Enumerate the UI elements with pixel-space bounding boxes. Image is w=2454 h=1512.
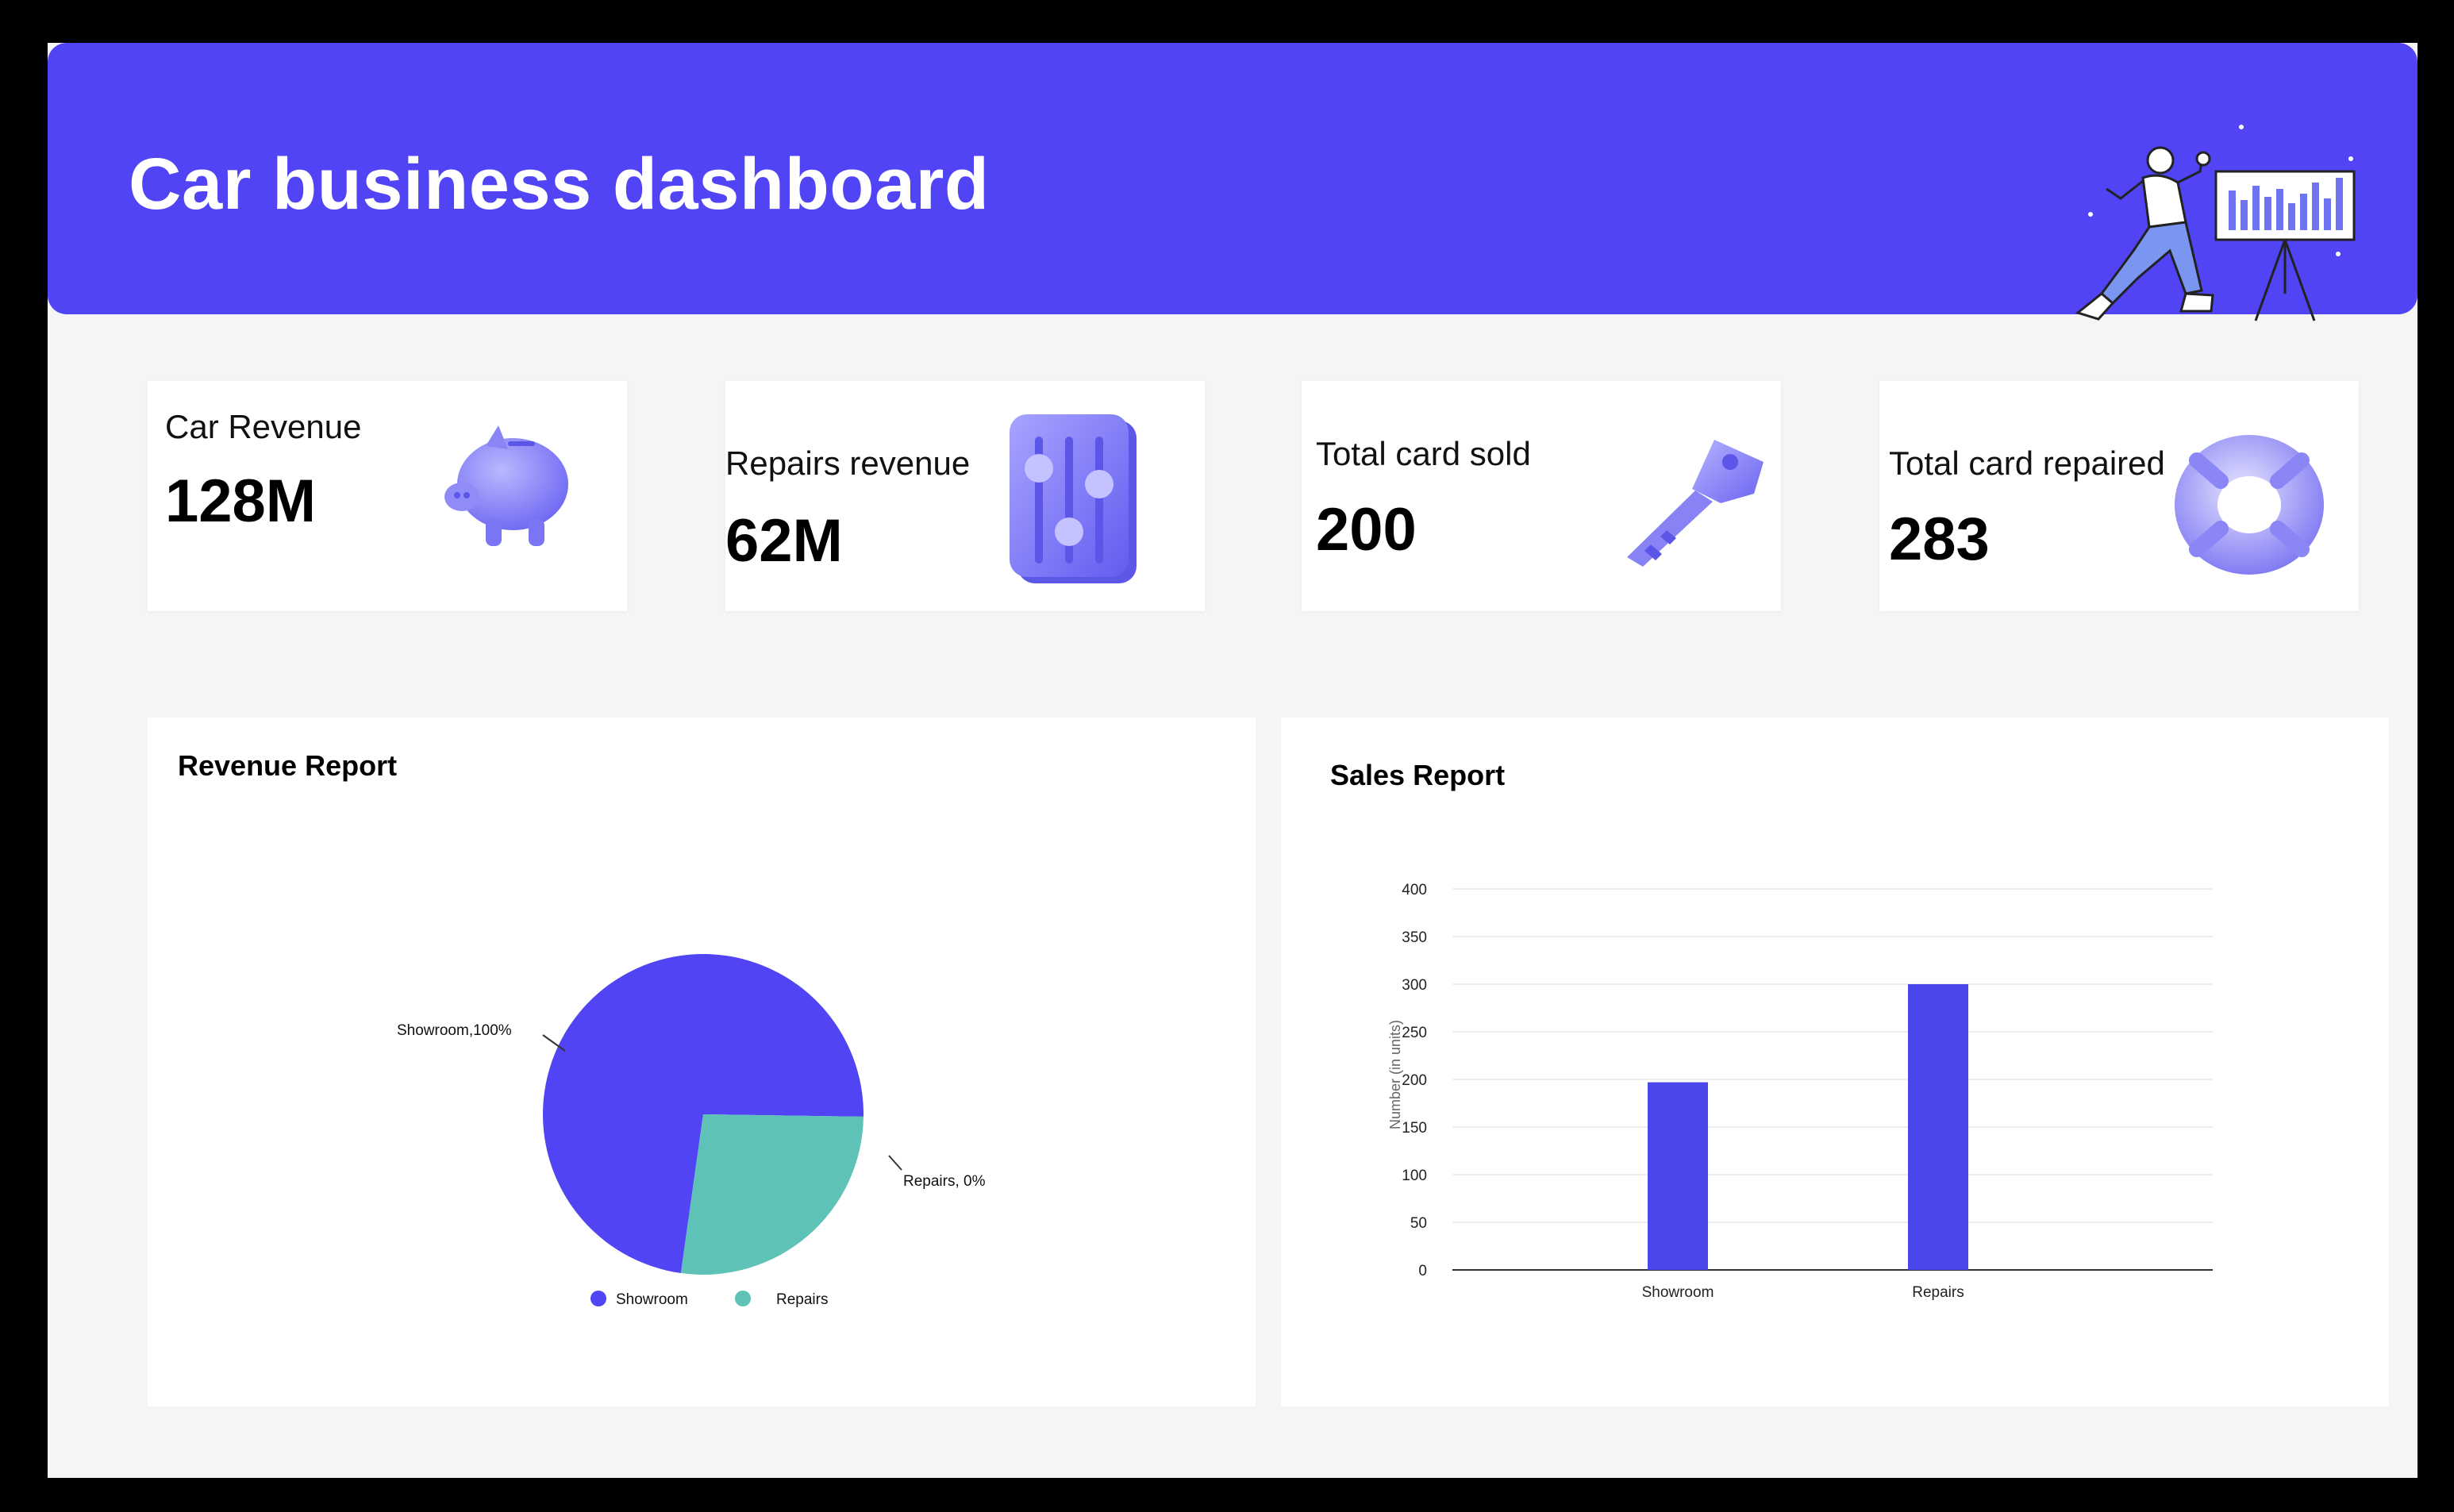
kpi-card-total-cars-repaired: Total card repaired 283 <box>1879 381 2359 611</box>
legend-swatch-showroom <box>590 1291 606 1306</box>
y-tick-label: 200 <box>1402 1072 1427 1089</box>
lifebuoy-icon <box>2175 435 2324 575</box>
y-tick-label: 400 <box>1402 882 1427 898</box>
bar-showroom[interactable] <box>1648 1082 1708 1270</box>
panel-title: Sales Report <box>1330 759 1506 791</box>
presenter-illustration <box>2075 125 2356 321</box>
revenue-pie-chart: Showroom,100% Repairs, 0% Showroom Repai… <box>397 954 986 1308</box>
kpi-value: 62M <box>725 507 843 575</box>
y-axis-label: Number (in units) <box>1387 1020 1403 1129</box>
kpi-value: 128M <box>165 467 317 535</box>
y-tick-label: 300 <box>1402 977 1427 994</box>
x-tick-label: Showroom <box>1642 1284 1714 1301</box>
panel-title: Revenue Report <box>178 749 398 782</box>
header-banner: Car business dashboard <box>48 43 2417 321</box>
kpi-card-car-revenue: Car Revenue 128M <box>148 381 627 611</box>
sales-report-panel: Sales Report 0 50 100 150 200 250 300 350 400 Sh… <box>1281 718 2389 1406</box>
kpi-card-total-cars-sold: Total card sold 200 <box>1302 381 1781 611</box>
legend-item-showroom[interactable]: Showroom <box>616 1291 688 1308</box>
legend-item-repairs[interactable]: Repairs <box>776 1291 828 1308</box>
y-tick-label: 50 <box>1410 1215 1427 1232</box>
page-title: Car business dashboard <box>129 144 990 225</box>
pie-slice-repairs[interactable] <box>680 1114 864 1275</box>
y-tick-label: 150 <box>1402 1120 1427 1137</box>
sliders-icon <box>1010 414 1137 583</box>
bar-repairs[interactable] <box>1908 984 1968 1270</box>
kpi-card-repairs-revenue: Repairs revenue 62M <box>725 381 1205 611</box>
kpi-label: Total card sold <box>1316 435 1531 472</box>
pie-slice-showroom[interactable] <box>543 954 864 1274</box>
legend-swatch-repairs <box>735 1291 751 1306</box>
pie-label-showroom: Showroom,100% <box>397 1022 512 1039</box>
y-tick-label: 250 <box>1402 1025 1427 1041</box>
kpi-label: Repairs revenue <box>725 444 971 482</box>
kpi-label: Total card repaired <box>1889 444 2165 482</box>
piggy-bank-icon <box>444 425 568 546</box>
pie-label-repairs: Repairs, 0% <box>903 1173 986 1190</box>
dashboard-screen: Car business dashboard <box>48 43 2417 1478</box>
kpi-value: 283 <box>1889 506 1990 573</box>
sales-bar-chart: 0 50 100 150 200 250 300 350 400 Showroom Repairs… <box>1387 882 2213 1301</box>
revenue-report-panel: Revenue Report Showroom,100% Repairs, 0%… <box>148 718 1256 1406</box>
x-tick-label: Repairs <box>1912 1284 1964 1301</box>
kpi-value: 200 <box>1316 496 1417 564</box>
y-tick-label: 350 <box>1402 929 1427 946</box>
y-tick-label: 100 <box>1402 1168 1427 1184</box>
y-tick-label: 0 <box>1418 1263 1427 1279</box>
kpi-label: Car Revenue <box>165 408 362 445</box>
key-icon <box>1627 440 1764 567</box>
